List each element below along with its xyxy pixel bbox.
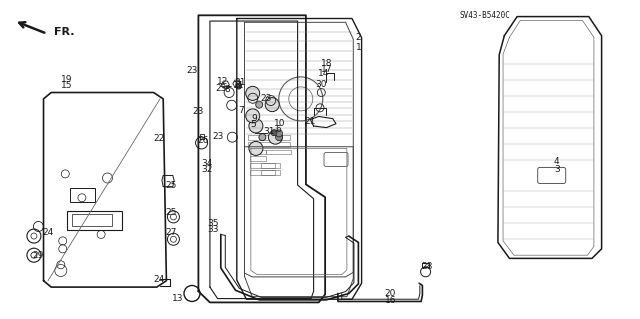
Text: 17: 17 — [321, 65, 332, 74]
Text: 14: 14 — [317, 69, 329, 78]
Circle shape — [276, 134, 282, 141]
Bar — [250, 163, 275, 168]
Text: 8: 8 — [225, 85, 230, 94]
Circle shape — [276, 130, 282, 137]
Text: 31: 31 — [263, 127, 275, 136]
Text: 5: 5 — [250, 120, 255, 129]
Text: 24: 24 — [42, 228, 54, 237]
Text: 10: 10 — [274, 119, 285, 128]
Text: 20: 20 — [385, 289, 396, 298]
Circle shape — [259, 134, 266, 141]
Text: 11: 11 — [233, 81, 244, 90]
Circle shape — [249, 119, 263, 133]
Text: 12: 12 — [217, 77, 228, 86]
Bar — [250, 170, 275, 175]
Text: 3: 3 — [554, 165, 559, 174]
Bar — [261, 170, 280, 175]
Text: 26: 26 — [198, 136, 209, 145]
Text: 23: 23 — [260, 94, 271, 103]
Text: 15: 15 — [61, 81, 73, 90]
Text: 31: 31 — [234, 78, 246, 87]
Text: 34: 34 — [201, 159, 212, 168]
Circle shape — [246, 86, 260, 100]
Text: 16: 16 — [385, 296, 396, 305]
Text: 25: 25 — [166, 208, 177, 217]
Bar — [72, 214, 112, 226]
Circle shape — [265, 98, 279, 112]
Bar — [70, 188, 95, 202]
Text: 27: 27 — [166, 228, 177, 237]
Text: 23: 23 — [212, 132, 223, 141]
Circle shape — [249, 141, 263, 155]
Text: 23: 23 — [215, 84, 227, 93]
Text: 7: 7 — [239, 106, 244, 115]
Text: 28: 28 — [422, 262, 433, 271]
Text: 19: 19 — [61, 75, 73, 84]
Text: 35: 35 — [207, 219, 219, 228]
Text: 13: 13 — [172, 294, 184, 303]
Text: SV43-B5420C: SV43-B5420C — [460, 11, 510, 20]
Text: 32: 32 — [201, 165, 212, 174]
Text: 6: 6 — [276, 125, 281, 134]
Text: 9: 9 — [252, 114, 257, 123]
Circle shape — [236, 83, 242, 89]
Bar — [261, 163, 280, 168]
Text: 1: 1 — [356, 43, 361, 52]
Text: 18: 18 — [321, 59, 332, 68]
Bar — [248, 142, 290, 147]
Circle shape — [271, 130, 277, 136]
Bar — [248, 135, 290, 140]
Bar — [266, 150, 291, 154]
Circle shape — [246, 109, 260, 123]
Circle shape — [256, 101, 262, 108]
Bar — [67, 211, 122, 230]
Text: 21: 21 — [305, 117, 316, 126]
Text: FR.: FR. — [54, 27, 74, 37]
Text: 25: 25 — [166, 181, 177, 189]
Text: 2: 2 — [356, 33, 361, 42]
Text: 23: 23 — [186, 66, 198, 75]
Bar — [250, 150, 266, 154]
Circle shape — [268, 130, 282, 144]
Text: 29: 29 — [33, 251, 44, 260]
Text: 24: 24 — [153, 275, 164, 284]
Text: 30: 30 — [316, 80, 327, 89]
Text: 4: 4 — [554, 157, 559, 166]
Text: 33: 33 — [207, 225, 219, 234]
Text: 23: 23 — [193, 107, 204, 116]
Bar — [250, 156, 266, 161]
Text: 22: 22 — [153, 134, 164, 143]
